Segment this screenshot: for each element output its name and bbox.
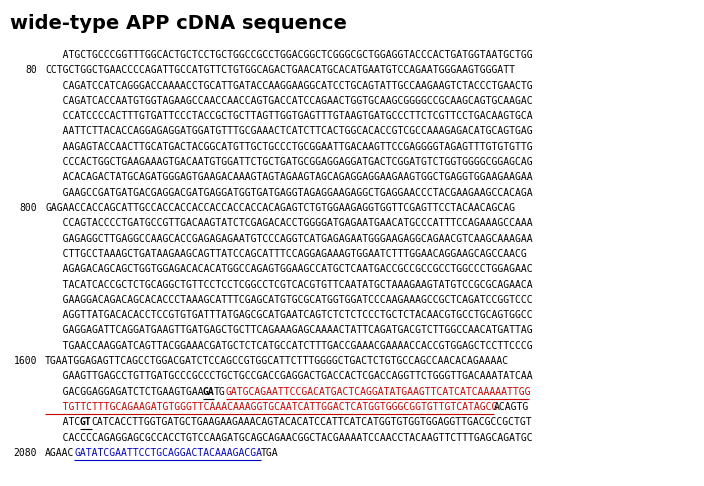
Text: 80: 80	[25, 65, 37, 75]
Text: GAAGGACAGACAGCACACCCTAAAGCATTTCGAGCATGTGCGCATGGTGGATCCCAAGAAAGCCGCTCAGATCCGGTCCC: GAAGGACAGACAGCACACCCTAAAGCATTTCGAGCATGTG…	[45, 295, 533, 305]
Text: TACATCACCGCTCTGCAGGCTGTTCCTCCTCGGCCTCGTCACGTGTTCAATATGCTAAAGAAGTATGTCCGCGCAGAACA: TACATCACCGCTCTGCAGGCTGTTCCTCCTCGGCCTCGTC…	[45, 279, 533, 290]
Text: CAGATCACCAATGTGGTAGAAGCCAACCAACCAGTGACCATCCAGAACTGGTGCAAGCGGGGCCGCAAGCAGTGCAAGAC: CAGATCACCAATGTGGTAGAAGCCAACCAACCAGTGACCA…	[45, 96, 533, 106]
Text: GAGGAGATTCAGGATGAAGTTGATGAGCTGCTTCAGAAAGAGCAAAACTATTCAGATGACGTCTTGGCCAACATGATTAG: GAGGAGATTCAGGATGAAGTTGATGAGCTGCTTCAGAAAG…	[45, 326, 533, 335]
Text: wide-type APP cDNA sequence: wide-type APP cDNA sequence	[10, 14, 347, 33]
Text: CATCACCTTGGTGATGCTGAAGAAGAAACAGTACACATCCATTCATCATGGTGTGGTGGAGGTTGACGCCGCTGT: CATCACCTTGGTGATGCTGAAGAAGAAACAGTACACATCC…	[92, 417, 532, 427]
Text: AATTCTTACACCAGGAGAGGATGGATGTTTGCGAAACTCATCTTCACTGGCACACCGTCGCCAAAGAGACATGCAGTGAG: AATTCTTACACCAGGAGAGGATGGATGTTTGCGAAACTCA…	[45, 126, 533, 137]
Text: AGAAC: AGAAC	[45, 448, 75, 458]
Text: TG: TG	[214, 386, 226, 397]
Text: GACGGAGGAGATCTCTGAAGTGAA: GACGGAGGAGATCTCTGAAGTGAA	[45, 386, 203, 397]
Text: GA: GA	[203, 386, 214, 397]
Text: GAAGCCGATGATGACGAGGACGATGAGGATGGTGATGAGGTAGAGGAAGAGGCTGAGGAACCCTACGAAGAAGCCACAGA: GAAGCCGATGATGACGAGGACGATGAGGATGGTGATGAGG…	[45, 188, 533, 198]
Text: ATC: ATC	[45, 417, 80, 427]
Text: 2080: 2080	[13, 448, 37, 458]
Text: TGTTCTTTGCAGAAGATGTGGGTTCAAACAAAGGTGCAATCATTGGACTCATGGTGGGCGGTGTTGTCATAGCG: TGTTCTTTGCAGAAGATGTGGGTTCAAACAAAGGTGCAAT…	[45, 402, 497, 412]
Text: AAGAGTACCAACTTGCATGACTACGGCATGTTGCTGCCCTGCGGAATTGACAAGTTCCGAGGGGTAGAGTTTGTGTGTTG: AAGAGTACCAACTTGCATGACTACGGCATGTTGCTGCCCT…	[45, 142, 533, 152]
Text: GT: GT	[80, 417, 92, 427]
Text: GATGCAGAATTCCGACATGACTCAGGATATGAAGTTCATCATCAAAAATTGG: GATGCAGAATTCCGACATGACTCAGGATATGAAGTTCATC…	[226, 386, 532, 397]
Text: CACCCCAGAGGAGCGCCACCTGTCCAAGATGCAGCAGAACGGCTACGAAAATCCAACCTACAAGTTCTTTGAGCAGATGC: CACCCCAGAGGAGCGCCACCTGTCCAAGATGCAGCAGAAC…	[45, 433, 533, 442]
Text: TGAATGGAGAGTTCAGCCTGGACGATCTCCAGCCGTGGCATTCTTTGGGGCTGACTCTGTGCCAGCCAACACAGAAAAC: TGAATGGAGAGTTCAGCCTGGACGATCTCCAGCCGTGGCA…	[45, 356, 509, 366]
Text: CCATCCCCACTTTGTGATTCCCTACCGCTGCTTAGTTGGTGAGTTTGTAAGTGATGCCCTTCTCGTTCCTGACAAGTGCA: CCATCCCCACTTTGTGATTCCCTACCGCTGCTTAGTTGGT…	[45, 111, 533, 121]
Text: GAAGTTGAGCCTGTTGATGCCCGCCCTGCTGCCGACCGAGGACTGACCACTCGACCAGGTTCTGGGTTGACAAATATCAA: GAAGTTGAGCCTGTTGATGCCCGCCCTGCTGCCGACCGAG…	[45, 371, 533, 382]
Text: CCAGTACCCCTGATGCCGTTGACAAGTATCTCGAGACACCTGGGGATGAGAATGAACATGCCCATTTCCAGAAAGCCAAA: CCAGTACCCCTGATGCCGTTGACAAGTATCTCGAGACACC…	[45, 218, 533, 228]
Text: AGGTTATGACACACCTCCGTGTGATTTATGAGCGCATGAATCAGTCTCTCTCCCTGCTCTACAACGTGCCTGCAGTGGCC: AGGTTATGACACACCTCCGTGTGATTTATGAGCGCATGAA…	[45, 310, 533, 320]
Text: 1600: 1600	[13, 356, 37, 366]
Text: TGA: TGA	[261, 448, 279, 458]
Text: AGAGACAGCAGCTGGTGGAGACACACATGGCCAGAGTGGAAGCCATGCTCAATGACCGCCGCCGCCTGGCCCTGGAGAAC: AGAGACAGCAGCTGGTGGAGACACACATGGCCAGAGTGGA…	[45, 264, 533, 274]
Text: CTTGCCTAAAGCTGATAAGAAGCAGTTATCCAGCATTTCCAGGAGAAAGTGGAATCTTTGGAACAGGAAGCAGCCAACG: CTTGCCTAAAGCTGATAAGAAGCAGTTATCCAGCATTTCC…	[45, 249, 527, 259]
Text: ACACAGACTATGCAGATGGGAGTGAAGACAAAGTAGTAGAAGTAGCAGAGGAGGAAGAAGTGGCTGAGGTGGAAGAAGAA: ACACAGACTATGCAGATGGGAGTGAAGACAAAGTAGTAGA…	[45, 173, 533, 182]
Text: TGAACCAAGGATCAGTTACGGAAACGATGCTCTCATGCCATCTTTGACCGAAACGAAAACCACCGTGGAGCTCCTTCCCG: TGAACCAAGGATCAGTTACGGAAACGATGCTCTCATGCCA…	[45, 341, 533, 351]
Text: ATGCTGCCCGGTTTGGCACTGCTCCTGCTGGCCGCCTGGACGGCTCGGGCGCTGGAGGTACCCACTGATGGTAATGCTGG: ATGCTGCCCGGTTTGGCACTGCTCCTGCTGGCCGCCTGGA…	[45, 50, 533, 60]
Text: 800: 800	[20, 203, 37, 213]
Text: GAGAGGCTTGAGGCCAAGCACCGAGAGAGAATGTCCCAGGTCATGAGAGAATGGGAAGAGGCAGAACGTCAAGCAAAGAA: GAGAGGCTTGAGGCCAAGCACCGAGAGAGAATGTCCCAGG…	[45, 234, 533, 243]
Text: CCCACTGGCTGAAGAAAGTGACAATGTGGATTCTGCTGATGCGGAGGAGGATGACTCGGATGTCTGGTGGGGCGGAGCAG: CCCACTGGCTGAAGAAAGTGACAATGTGGATTCTGCTGAT…	[45, 157, 533, 167]
Text: CCTGCTGGCTGAACCCCAGATTGCCATGTTCTGTGGCAGACTGAACATGCACATGAATGTCCAGAATGGGAAGTGGGATT: CCTGCTGGCTGAACCCCAGATTGCCATGTTCTGTGGCAGA…	[45, 65, 515, 75]
Text: GAGAACCACCAGCATTGCCACCACCACCACCACCACCACAGAGTCTGTGGAAGAGGTGGTTCGAGTTCCTACAACAGCAG: GAGAACCACCAGCATTGCCACCACCACCACCACCACCACA…	[45, 203, 515, 213]
Text: ACAGTG: ACAGTG	[494, 402, 529, 412]
Text: CAGATCCATCAGGGACCAAAACCTGCATTGATACCAAGGAAGGCATCCTGCAGTATTGCCAAGAAGTCTACCCTGAACTG: CAGATCCATCAGGGACCAAAACCTGCATTGATACCAAGGA…	[45, 81, 533, 90]
Text: GATATCGAATTCCTGCAGGACTACAAAGACGA: GATATCGAATTCCTGCAGGACTACAAAGACGA	[74, 448, 262, 458]
